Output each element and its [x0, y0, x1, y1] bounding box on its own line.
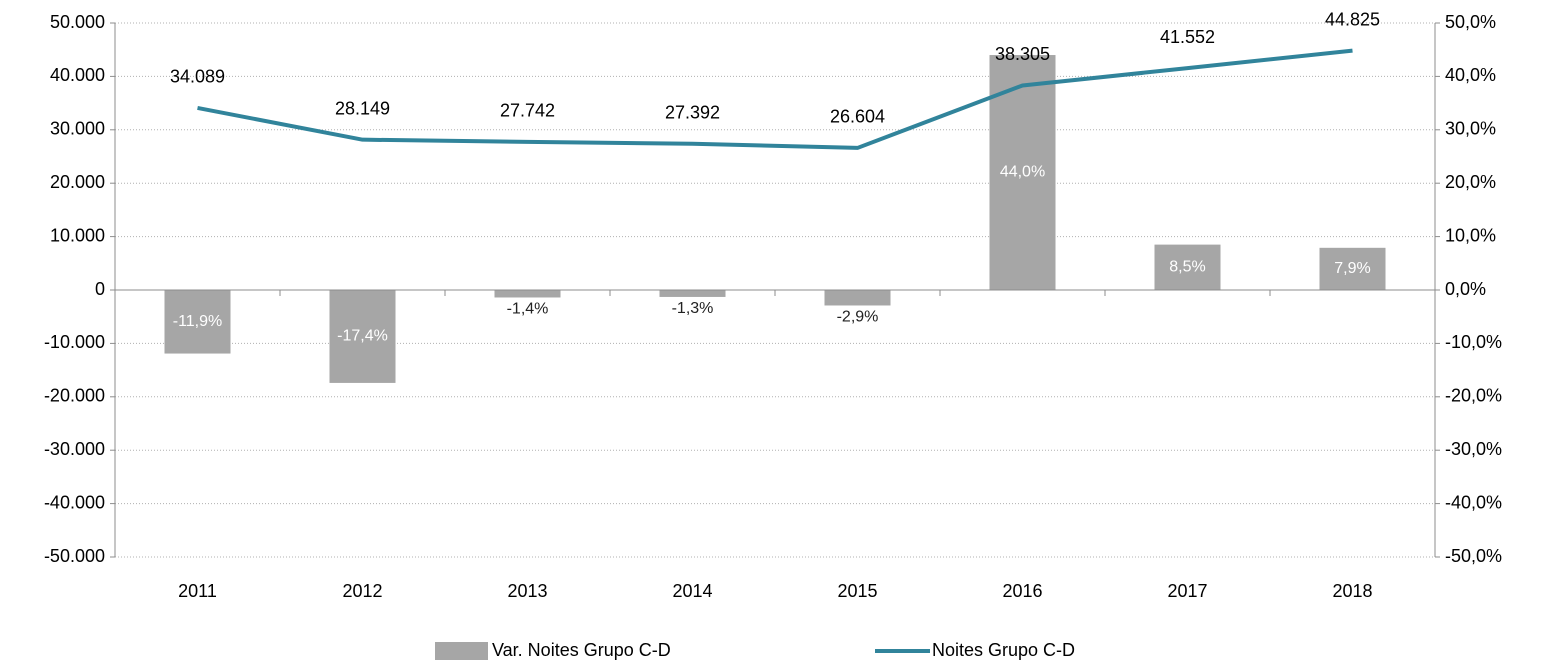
y-tick-label: 50.000: [50, 12, 105, 32]
bar: [659, 290, 726, 297]
x-tick-label: 2018: [1332, 581, 1372, 601]
y-tick-label: 20.000: [50, 172, 105, 192]
y-tick-label: -10.000: [44, 332, 105, 352]
bar: [1319, 247, 1386, 290]
legend-label: Noites Grupo C-D: [932, 640, 1075, 660]
bar-value-label: -17,4%: [337, 328, 388, 345]
line-value-label: 27.742: [500, 101, 555, 121]
y-tick-label: -30.000: [44, 439, 105, 459]
line-value-label: 38.305: [995, 44, 1050, 64]
y2-tick-label: 20,0%: [1445, 172, 1496, 192]
bar: [494, 290, 561, 298]
bar: [164, 290, 231, 354]
y2-tick-label: -40,0%: [1445, 492, 1502, 512]
bar: [824, 290, 891, 306]
legend-label: Var. Noites Grupo C-D: [492, 640, 671, 660]
y-tick-label: -40.000: [44, 492, 105, 512]
line-value-label: 28.149: [335, 98, 390, 118]
bar: [1154, 244, 1221, 290]
y2-tick-label: 10,0%: [1445, 225, 1496, 245]
line-value-label: 41.552: [1160, 27, 1215, 47]
line-value-label: 26.604: [830, 107, 885, 127]
line-value-label: 27.392: [665, 102, 720, 122]
bar-value-label: 44,0%: [1000, 164, 1045, 181]
x-tick-label: 2012: [342, 581, 382, 601]
x-tick-label: 2014: [672, 581, 712, 601]
x-tick-label: 2011: [178, 581, 217, 601]
y-tick-label: 10.000: [50, 225, 105, 245]
y2-tick-label: -30,0%: [1445, 439, 1502, 459]
bar-value-label: -1,4%: [507, 301, 549, 318]
y-tick-label: -20.000: [44, 386, 105, 406]
y2-tick-label: 0,0%: [1445, 279, 1486, 299]
x-tick-label: 2017: [1167, 581, 1207, 601]
y2-tick-label: -10,0%: [1445, 332, 1502, 352]
y-tick-label: -50.000: [44, 546, 105, 566]
y-tick-label: 30.000: [50, 119, 105, 139]
bar: [329, 290, 396, 383]
bar-value-label: -1,3%: [672, 300, 714, 317]
y2-tick-label: -20,0%: [1445, 386, 1502, 406]
y2-tick-label: 30,0%: [1445, 119, 1496, 139]
bar-value-label: -2,9%: [837, 309, 879, 326]
legend-swatch: [435, 642, 488, 660]
y-tick-label: 40.000: [50, 65, 105, 85]
y2-tick-label: 50,0%: [1445, 12, 1496, 32]
y2-tick-label: -50,0%: [1445, 546, 1502, 566]
line-value-label: 44.825: [1325, 9, 1380, 29]
bar-value-label: -11,9%: [173, 313, 223, 330]
x-tick-label: 2015: [837, 581, 877, 601]
line: [197, 48, 1353, 150]
y2-tick-label: 40,0%: [1445, 65, 1496, 85]
x-tick-label: 2016: [1002, 581, 1042, 601]
x-tick-label: 2013: [507, 581, 547, 601]
line-value-label: 34.089: [170, 67, 225, 87]
bar-value-label: 8,5%: [1169, 259, 1205, 276]
bar-value-label: 7,9%: [1334, 260, 1370, 277]
y-tick-label: 0: [95, 279, 105, 299]
